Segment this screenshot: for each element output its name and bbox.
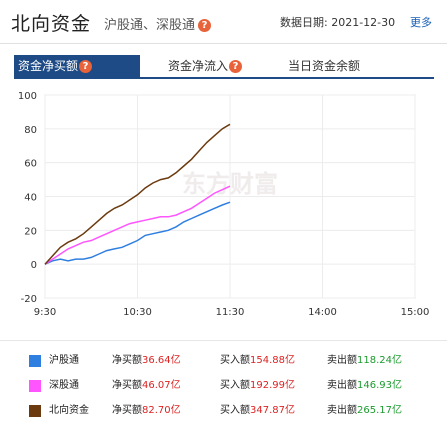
page-title: 北向资金 (11, 13, 92, 35)
buy-amount: 买入额347.87亿 (220, 400, 295, 422)
legend-swatch (29, 355, 41, 367)
buy-value: 347.87亿 (250, 405, 295, 416)
tab-label: 当日资金余额 (288, 59, 361, 73)
x-tick-label: 9:30 (34, 307, 56, 318)
sell-amount: 卖出额146.93亿 (327, 375, 402, 397)
buy-amount: 买入额154.88亿 (220, 350, 295, 372)
sell-amount: 卖出额265.17亿 (327, 400, 402, 422)
net-buy-value: 46.07亿 (142, 380, 181, 391)
sell-value: 265.17亿 (357, 405, 402, 416)
net-buy-label: 净买额 (112, 355, 142, 366)
legend-name: 沪股通 (49, 355, 79, 366)
date-label: 数据日期: (280, 16, 328, 29)
buy-amount: 买入额192.99亿 (220, 375, 295, 397)
y-tick-label: 60 (24, 159, 37, 170)
y-tick-label: 40 (24, 193, 37, 204)
series-line (44, 201, 231, 265)
buy-label: 买入额 (220, 405, 250, 416)
chart-area: 东方财富 100 80 60 40 20 0 -20 9:30 10:30 11:30 14:00 15… (0, 80, 447, 320)
sell-label: 卖出额 (327, 380, 357, 391)
series-line (44, 123, 231, 265)
legend-name: 深股通 (49, 380, 79, 391)
divider (0, 340, 447, 341)
date-value: 2021-12-30 (331, 16, 396, 29)
net-buy: 净买额82.70亿 (112, 400, 181, 422)
y-tick-label: -20 (21, 294, 37, 305)
net-buy-value: 82.70亿 (142, 405, 181, 416)
more-link[interactable]: 更多 (410, 16, 432, 29)
sell-label: 卖出额 (327, 405, 357, 416)
y-tick-label: 20 (24, 226, 37, 237)
y-tick-label: 80 (24, 125, 37, 136)
help-icon[interactable]: ? (198, 19, 212, 32)
data-date: 数据日期: 2021-12-30 (280, 14, 395, 30)
help-icon[interactable]: ? (79, 60, 93, 73)
legend-swatch (29, 405, 41, 417)
subtitle-text: 沪股通、深股通 (104, 18, 196, 33)
buy-label: 买入额 (220, 355, 250, 366)
net-buy: 净买额46.07亿 (112, 375, 181, 397)
subtitle: 沪股通、深股通? (104, 14, 212, 33)
sell-value: 118.24亿 (357, 355, 402, 366)
buy-value: 154.88亿 (250, 355, 295, 366)
sell-label: 卖出额 (327, 355, 357, 366)
legend-row-sz: 深股通 净买额46.07亿 买入额192.99亿 卖出额146.93亿 (0, 375, 447, 397)
buy-value: 192.99亿 (250, 380, 295, 391)
net-buy-label: 净买额 (112, 405, 142, 416)
buy-label: 买入额 (220, 380, 250, 391)
series-line (44, 185, 231, 265)
legend-name: 北向资金 (49, 405, 89, 416)
y-tick-label: 0 (31, 260, 37, 271)
tab-label: 资金净买额 (18, 59, 79, 73)
legend-row-north: 北向资金 净买额82.70亿 买入额347.87亿 卖出额265.17亿 (0, 400, 447, 422)
tab-label: 资金净流入 (168, 59, 229, 73)
net-buy-value: 36.64亿 (142, 355, 181, 366)
y-tick-label: 100 (18, 91, 37, 102)
x-tick-label: 10:30 (123, 307, 152, 318)
tab-net-buy[interactable]: 资金净买额? (14, 55, 140, 77)
tab-net-inflow[interactable]: 资金净流入? (164, 55, 254, 77)
x-tick-label: 15:00 (401, 307, 430, 318)
tab-daily-balance[interactable]: 当日资金余额 (284, 55, 374, 77)
tab-bar: 资金净买额? 资金净流入? 当日资金余额 (14, 55, 434, 79)
net-buy: 净买额36.64亿 (112, 350, 181, 372)
legend-swatch (29, 380, 41, 392)
sell-amount: 卖出额118.24亿 (327, 350, 402, 372)
x-tick-label: 11:30 (216, 307, 245, 318)
header: 北向资金 沪股通、深股通? 数据日期: 2021-12-30 更多 (0, 0, 447, 44)
x-tick-label: 14:00 (308, 307, 337, 318)
legend-row-sh: 沪股通 净买额36.64亿 买入额154.88亿 卖出额118.24亿 (0, 350, 447, 372)
sell-value: 146.93亿 (357, 380, 402, 391)
help-icon[interactable]: ? (229, 60, 243, 73)
net-buy-label: 净买额 (112, 380, 142, 391)
